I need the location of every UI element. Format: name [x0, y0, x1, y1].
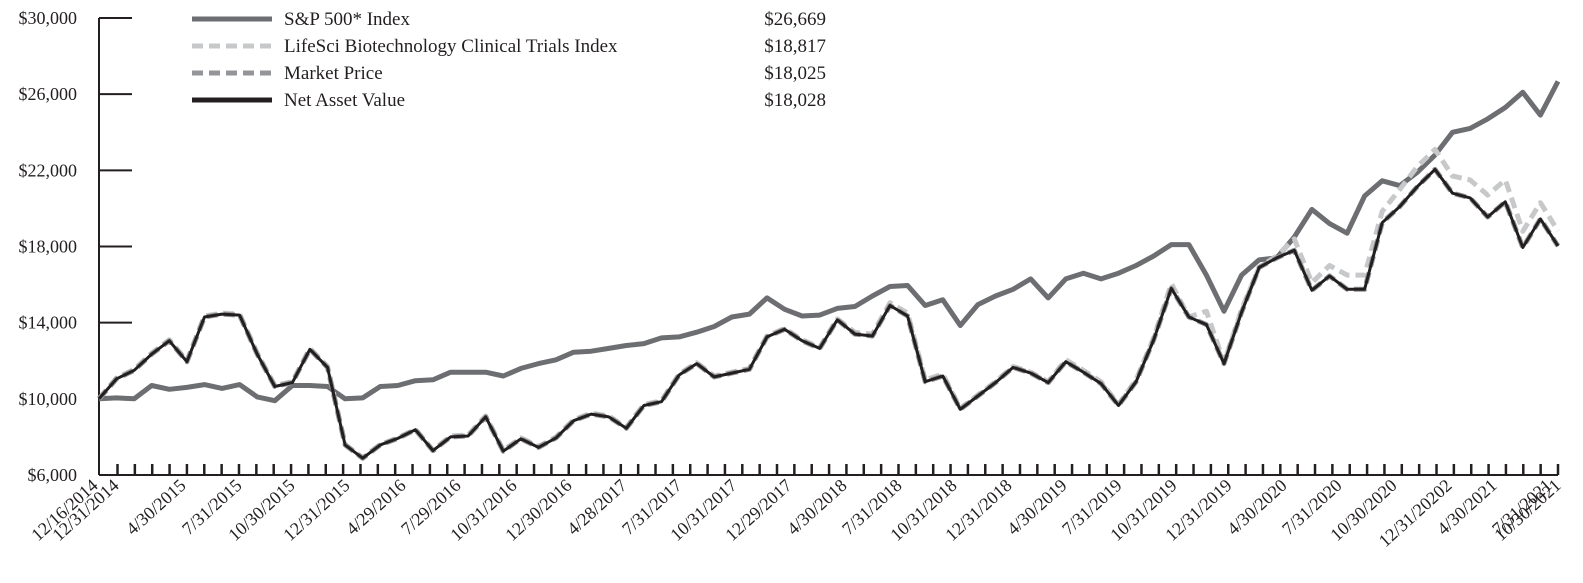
legend-label: LifeSci Biotechnology Clinical Trials In… [284, 36, 618, 57]
series-line-net-asset-value [97, 167, 1560, 460]
series-line-lifesci-biotechnology-clinical-trials-index [97, 146, 1561, 461]
x-tick-label: 4/30/2019 [1003, 475, 1071, 539]
series-line-s-p-500-index [98, 80, 1561, 404]
legend-label: S&P 500* Index [284, 9, 410, 30]
y-tick-labels: $6,000 $10,000 $14,000 $18,000 $22,000 $26,00… [19, 8, 78, 485]
y-tick-label: $26,000 [19, 84, 78, 104]
y-tick-label: $22,000 [19, 160, 78, 180]
legend-ending-value: $18,028 [764, 90, 826, 111]
x-tick-label: 4/29/2016 [342, 475, 410, 539]
y-tick-label: $18,000 [19, 237, 78, 257]
y-axis [98, 17, 132, 476]
x-tick-label: 4/30/2015 [122, 475, 190, 539]
x-tick-label: 4/28/2017 [563, 475, 631, 539]
x-tick-label: 4/30/2018 [783, 475, 851, 539]
legend-label: Market Price [284, 63, 383, 84]
y-tick-label: $14,000 [19, 313, 78, 333]
x-tick-label: 10/30/2021 [1490, 475, 1564, 545]
legend-ending-value: $18,817 [764, 36, 826, 57]
legend-label: Net Asset Value [284, 90, 405, 111]
y-tick-label: $6,000 [28, 465, 78, 485]
series-layer [97, 80, 1561, 461]
legend-ending-value: $26,669 [764, 9, 826, 30]
y-tick-label: $30,000 [19, 8, 78, 28]
legend: S&P 500* Index $26,669 LifeSci Biotechnolo… [192, 9, 826, 111]
legend-ending-value: $18,025 [764, 63, 826, 84]
x-tick-label: 4/30/2020 [1223, 475, 1291, 539]
y-tick-label: $10,000 [19, 389, 78, 409]
x-axis [99, 464, 1560, 476]
